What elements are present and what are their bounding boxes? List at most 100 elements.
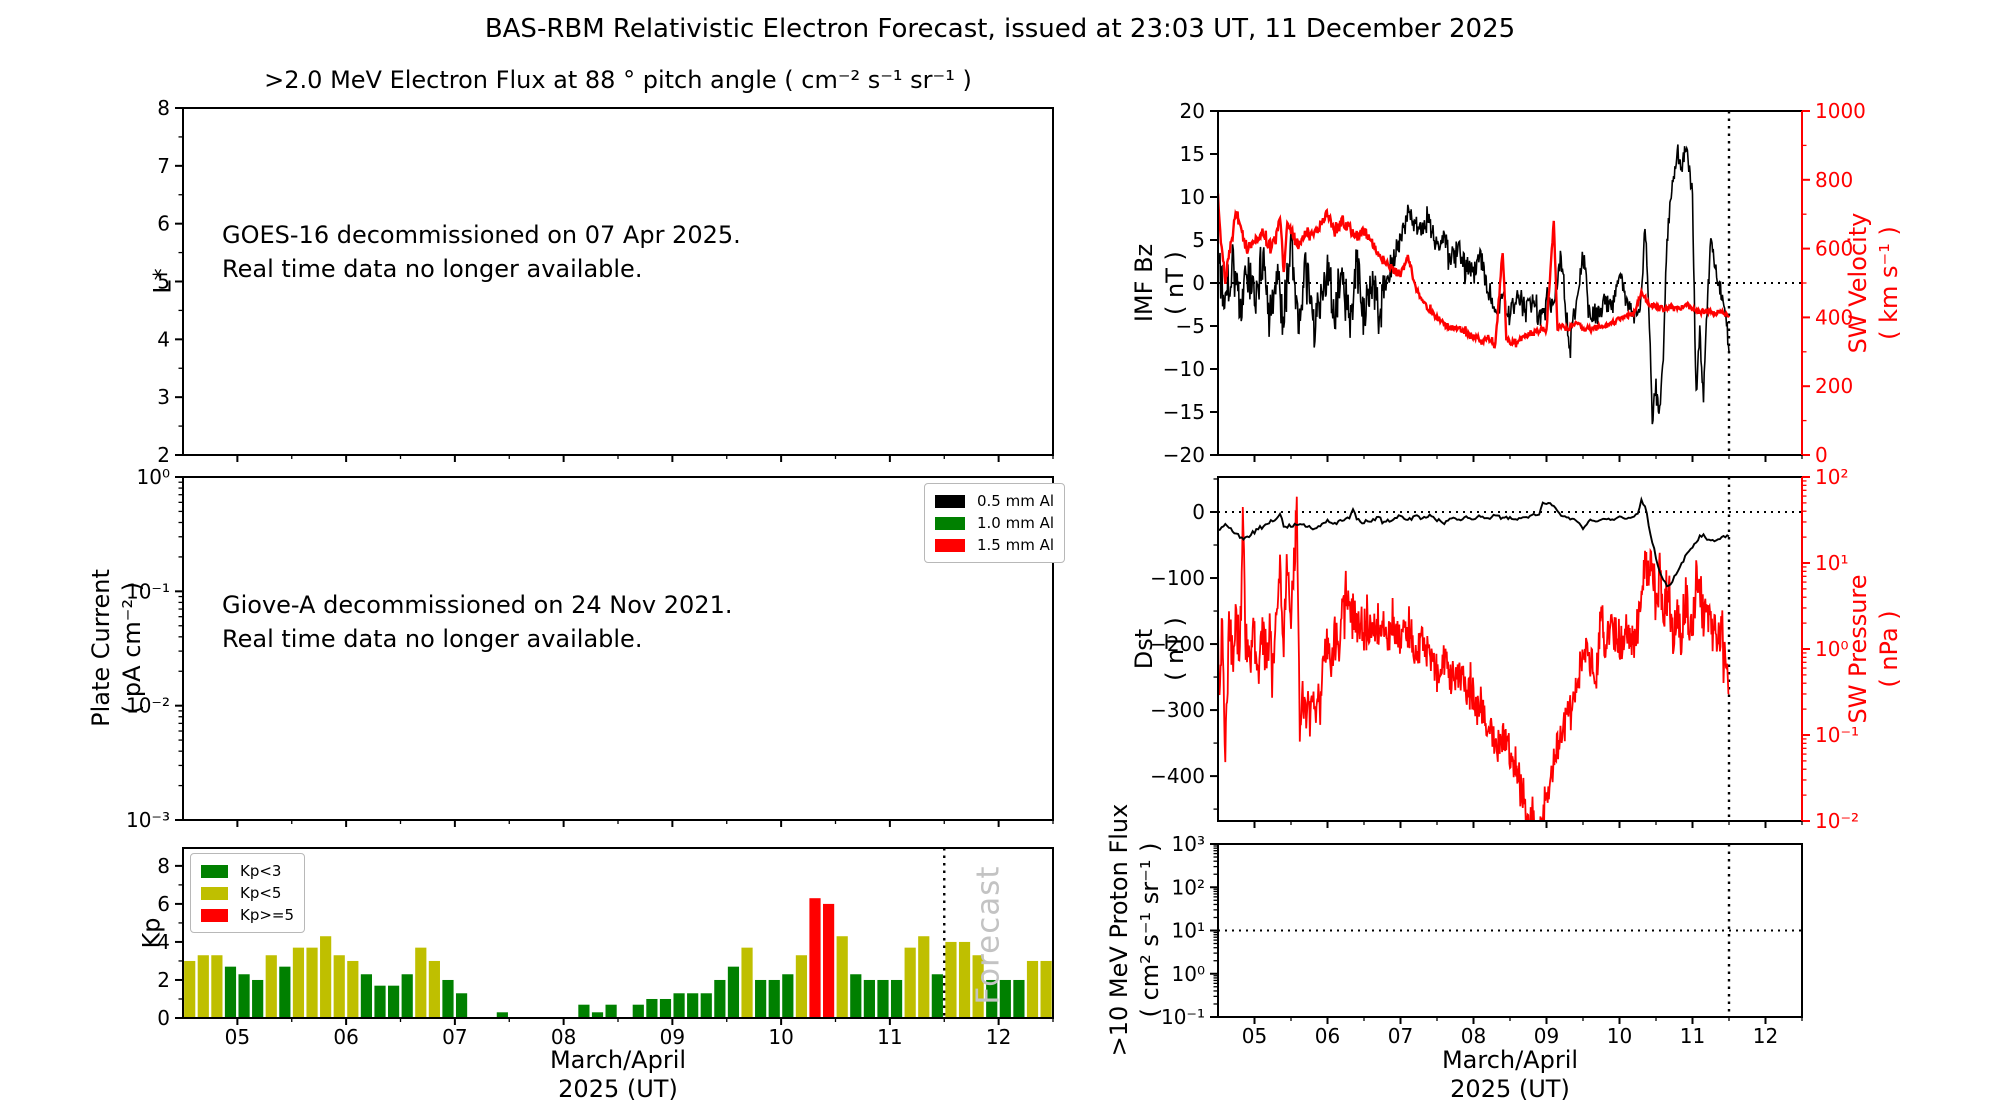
proton-flux-axis-label-line2: ( cm² s⁻¹ sr⁻¹ ) <box>1136 842 1164 1018</box>
kp-bar <box>958 941 971 1018</box>
svg-text:10⁰: 10⁰ <box>1815 637 1848 661</box>
svg-text:−200: −200 <box>1150 632 1205 656</box>
svg-text:6: 6 <box>157 212 170 236</box>
kp-bar <box>197 955 209 1018</box>
svg-text:08: 08 <box>1461 1024 1486 1048</box>
svg-text:11: 11 <box>877 1025 902 1049</box>
dst-axis-label-line2: ( nT ) <box>1161 617 1189 681</box>
goes16-annotation: GOES-16 decommissioned on 07 Apr 2025. R… <box>222 218 741 286</box>
svg-text:1000: 1000 <box>1815 99 1866 123</box>
plot-electron-flux: 2 3 4 5 6 7 8 <box>157 96 1054 467</box>
proton-xaxis-label-line1: March/April <box>1441 1046 1579 1074</box>
svg-text:15: 15 <box>1180 142 1205 166</box>
svg-text:8: 8 <box>157 96 170 120</box>
sw-pressure-series <box>1218 496 1730 821</box>
svg-text:10⁻¹: 10⁻¹ <box>1161 1005 1205 1029</box>
kp-bar <box>632 1004 644 1018</box>
legend-swatch-kp-low <box>201 864 228 878</box>
kp-bar <box>279 966 291 1018</box>
svg-text:−20: −20 <box>1163 443 1205 467</box>
svg-text:10¹: 10¹ <box>1172 919 1205 943</box>
imf-bz-axis-label-line2: ( nT ) <box>1161 251 1189 315</box>
legend-item-05mm: 0.5 mm Al <box>935 490 1054 512</box>
kp-bar <box>292 947 305 1018</box>
goes16-annotation-line1: GOES-16 decommissioned on 07 Apr 2025. <box>222 221 741 249</box>
legend-item-kp-low: Kp<3 <box>201 860 294 882</box>
kp-bar <box>673 993 685 1018</box>
kp-bar <box>714 979 726 1018</box>
svg-text:5: 5 <box>157 270 170 294</box>
svg-text:09: 09 <box>660 1025 685 1049</box>
kp-bar <box>455 993 468 1018</box>
svg-text:10³: 10³ <box>1172 832 1205 856</box>
kp-bar <box>401 974 413 1018</box>
kp-bar <box>360 974 373 1018</box>
sw-pressure-axis-label-line2: ( nPa ) <box>1875 610 1903 688</box>
svg-text:0: 0 <box>1192 500 1205 524</box>
svg-text:−300: −300 <box>1150 698 1205 722</box>
dst-axis-label-line1: Dst <box>1130 628 1158 670</box>
legend-label-10mm: 1.0 mm Al <box>977 514 1055 532</box>
kp-bar <box>768 979 780 1018</box>
svg-text:2: 2 <box>157 443 170 467</box>
kp-bar <box>1040 960 1052 1018</box>
kp-xaxis-label-line1: March/April <box>549 1046 687 1074</box>
legend-label-kp-high: Kp>=5 <box>240 906 295 924</box>
svg-text:5: 5 <box>1192 228 1205 252</box>
svg-text:12: 12 <box>1753 1024 1778 1048</box>
kp-bar <box>986 979 998 1018</box>
kp-bar <box>687 993 699 1018</box>
kp-bar <box>850 974 862 1018</box>
legend-item-15mm: 1.5 mm Al <box>935 534 1054 556</box>
goes16-annotation-line2: Real time data no longer available. <box>222 255 643 283</box>
kp-bar <box>755 979 767 1018</box>
svg-text:4: 4 <box>157 930 170 954</box>
electron-flux-title: >2.0 MeV Electron Flux at 88 ° pitch ang… <box>264 66 972 94</box>
legend-label-kp-low: Kp<3 <box>240 862 282 880</box>
svg-text:10²: 10² <box>1172 875 1205 899</box>
kp-bar <box>428 960 440 1018</box>
kp-bar <box>809 898 821 1018</box>
svg-text:10⁻²: 10⁻² <box>1815 809 1859 833</box>
kp-bar <box>442 979 454 1018</box>
kp-bar <box>184 960 196 1018</box>
proton-flux-axes-frame <box>1217 843 1803 1018</box>
legend-swatch-kp-mid <box>201 886 228 900</box>
kp-bar <box>659 998 672 1018</box>
svg-text:08: 08 <box>551 1025 576 1049</box>
sw-velocity-series <box>1218 193 1731 349</box>
plate-current-legend: 0.5 mm Al 1.0 mm Al 1.5 mm Al <box>924 483 1066 563</box>
kp-bar <box>238 974 250 1018</box>
kp-bar <box>945 941 957 1018</box>
sw-velocity-axis-label-line1: SW Velocity <box>1844 212 1872 354</box>
kp-bar <box>211 955 223 1018</box>
svg-text:−5: −5 <box>1176 314 1205 338</box>
kp-bar <box>374 985 386 1018</box>
svg-text:10⁻³: 10⁻³ <box>126 808 170 832</box>
giove-annotation-line2: Real time data no longer available. <box>222 625 643 653</box>
svg-text:7: 7 <box>157 154 170 178</box>
kp-xaxis-label: March/April 2025 (UT) <box>183 1046 1053 1100</box>
imf-bz-series <box>1218 144 1730 425</box>
svg-text:10: 10 <box>768 1025 793 1049</box>
dst-series <box>1218 496 1730 588</box>
svg-text:−15: −15 <box>1163 400 1205 424</box>
svg-text:400: 400 <box>1815 305 1853 329</box>
legend-item-10mm: 1.0 mm Al <box>935 512 1054 534</box>
kp-bar <box>1026 960 1039 1018</box>
kp-bar <box>265 955 277 1018</box>
kp-bar <box>931 974 943 1018</box>
kp-bar <box>999 979 1011 1018</box>
kp-bar <box>918 936 930 1018</box>
svg-text:10¹: 10¹ <box>1815 551 1848 575</box>
sw-pressure-axis-label-line1: SW Pressure <box>1844 574 1872 724</box>
svg-text:06: 06 <box>333 1025 358 1049</box>
plate-current-axis-label-line1: Plate Current <box>87 569 115 727</box>
kp-bar <box>904 947 916 1018</box>
svg-text:10⁻²: 10⁻² <box>126 694 170 718</box>
legend-item-kp-high: Kp>=5 <box>201 904 294 926</box>
proton-flux-axis-label-line1: >10 MeV Proton Flux <box>1105 803 1133 1057</box>
plot-plate-current: 10⁰ 10⁻¹ 10⁻² 10⁻³ <box>126 465 1054 832</box>
